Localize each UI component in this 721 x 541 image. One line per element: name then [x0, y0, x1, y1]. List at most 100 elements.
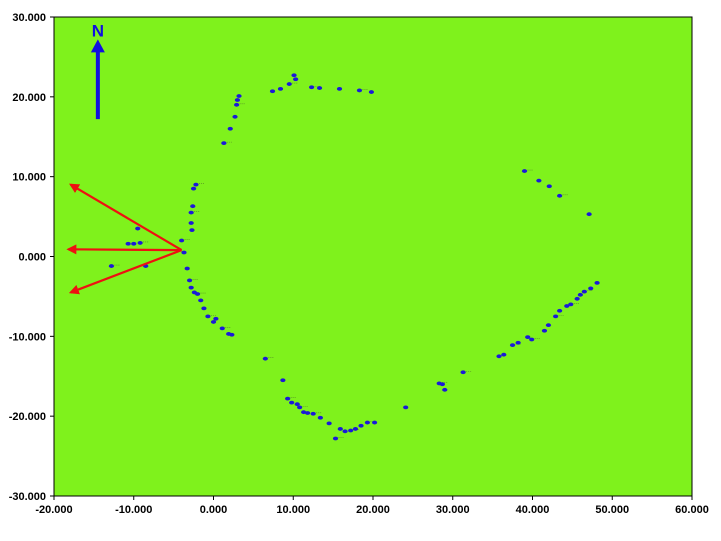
data-point	[184, 266, 190, 271]
data-point	[280, 378, 286, 383]
data-point	[210, 320, 217, 324]
x-tick-label: 0.000	[200, 504, 228, 516]
data-point	[557, 193, 563, 198]
data-point	[190, 186, 197, 191]
data-point	[496, 354, 502, 359]
x-tick-label: 40.000	[516, 504, 550, 516]
data-point	[529, 337, 535, 342]
data-point	[293, 77, 299, 82]
data-point	[198, 298, 204, 303]
data-point	[460, 370, 466, 375]
data-point	[317, 415, 323, 420]
data-point	[581, 289, 587, 294]
data-point	[515, 340, 521, 345]
data-point	[179, 238, 185, 243]
data-point	[232, 114, 238, 119]
data-point	[594, 280, 600, 285]
data-point	[227, 126, 233, 131]
data-point	[201, 306, 207, 311]
north-arrow-head	[90, 39, 105, 53]
data-point	[439, 382, 445, 387]
x-tick-label: 60.000	[675, 504, 709, 516]
y-tick-label: -10.000	[9, 331, 46, 343]
data-point	[269, 89, 276, 94]
data-point	[308, 85, 315, 90]
data-point	[557, 308, 563, 313]
x-tick-label: -10.000	[115, 504, 152, 516]
plot-area	[53, 16, 693, 497]
data-point	[545, 323, 552, 328]
y-tick-label: 10.000	[12, 172, 46, 184]
data-point	[262, 356, 268, 361]
north-label: N	[92, 21, 104, 40]
data-point	[181, 250, 187, 255]
data-point	[229, 332, 235, 337]
data-point	[236, 94, 242, 98]
data-point	[186, 278, 193, 283]
data-point	[364, 420, 371, 425]
data-point	[194, 292, 201, 296]
data-point	[342, 429, 348, 434]
y-tick-label: -30.000	[9, 491, 46, 503]
data-point	[546, 184, 552, 189]
data-point	[332, 436, 339, 441]
data-point	[337, 427, 343, 431]
data-point	[536, 178, 542, 183]
data-point	[368, 90, 375, 94]
data-point	[564, 304, 570, 308]
data-points	[108, 73, 600, 441]
data-point	[501, 352, 507, 357]
data-point	[193, 182, 199, 187]
data-point	[291, 73, 297, 78]
data-point	[234, 102, 240, 107]
data-point	[326, 421, 332, 426]
data-point	[219, 326, 225, 331]
data-point	[131, 241, 137, 246]
x-tick-label: -20.000	[35, 504, 72, 516]
y-tick-label: 30.000	[12, 12, 46, 24]
data-point	[277, 86, 284, 91]
direction-arrows	[66, 183, 183, 295]
data-point	[541, 328, 548, 333]
direction-arrow	[68, 249, 182, 295]
data-point	[188, 285, 194, 290]
data-point	[442, 387, 448, 392]
data-point	[190, 204, 196, 209]
data-point	[358, 423, 364, 428]
data-point	[108, 264, 115, 268]
x-tick-label: 30.000	[436, 504, 470, 516]
x-tick-label: 20.000	[356, 504, 390, 516]
data-point	[586, 212, 592, 217]
data-point	[348, 428, 354, 433]
data-point	[285, 396, 291, 401]
data-point	[336, 86, 343, 91]
x-tick-label: 10.000	[276, 504, 310, 516]
data-point	[577, 292, 583, 297]
y-tick-label: -20.000	[9, 411, 46, 423]
data-point	[525, 335, 531, 340]
data-point	[403, 405, 409, 410]
data-point	[305, 411, 311, 415]
direction-arrow	[69, 183, 183, 252]
data-point	[356, 88, 363, 93]
data-point	[189, 228, 195, 233]
data-point	[188, 221, 194, 225]
data-point	[221, 141, 227, 146]
data-point	[301, 410, 307, 415]
data-point	[125, 241, 131, 246]
data-point	[521, 169, 528, 173]
data-point	[310, 411, 316, 416]
data-point	[371, 420, 378, 425]
data-point	[553, 314, 559, 319]
data-point	[286, 82, 292, 86]
data-point	[316, 86, 323, 90]
data-point	[352, 427, 359, 431]
data-point	[188, 210, 194, 215]
data-point	[509, 343, 516, 348]
y-axis-ticks: 30.000 20.000 10.000 0.000 -10.000 -20.000 -30…	[9, 12, 54, 503]
x-tick-label: 50.000	[595, 504, 629, 516]
north-arrow-icon: N	[90, 21, 105, 120]
data-point	[213, 316, 219, 321]
data-point	[574, 296, 580, 301]
